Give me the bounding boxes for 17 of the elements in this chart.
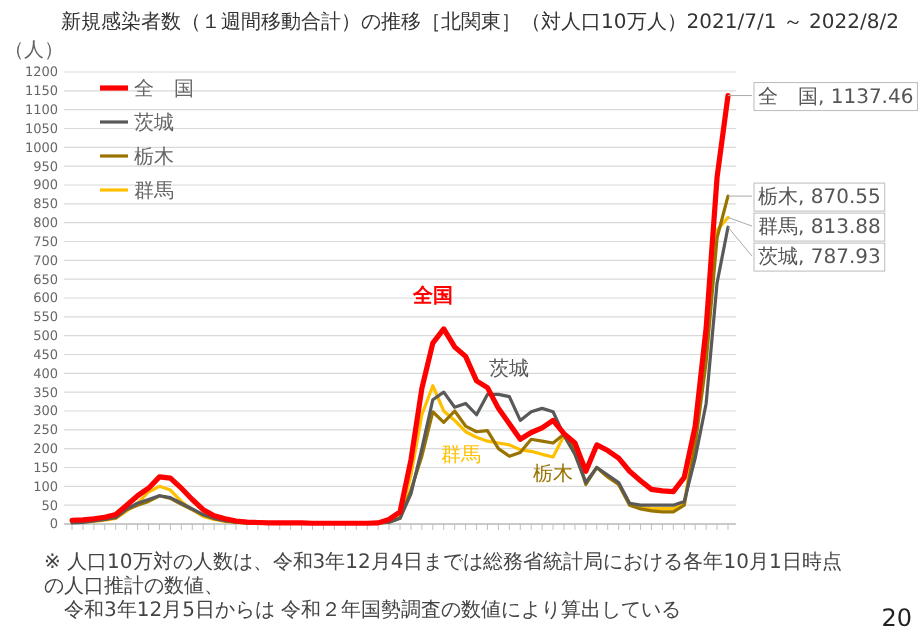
data-label: 茨城, 787.93 — [758, 245, 881, 270]
data-label: 群馬, 813.88 — [758, 215, 881, 240]
legend-label: 栃木 — [134, 145, 174, 169]
annotation: 全国 — [410, 283, 453, 308]
annotation: 栃木 — [533, 461, 574, 486]
text: 20 — [881, 604, 912, 632]
legend-label: 全 国 — [134, 77, 194, 101]
data-label: 全 国, 1137.46 — [758, 84, 914, 109]
text: ※ 人口10万対の人数は、令和3年12月4日までは総務省統計局における各年10月1日時点の人口推計の数値、 — [44, 552, 844, 599]
chart-title: 新規感染者数（１週間移動合計）の推移［北関東］（対人口10万人）2021/7/1 ～ 2022/8/2 — [61, 10, 899, 34]
legend-label: 群馬 — [134, 179, 174, 203]
text: 令和3年12月5日からは 令和２年国勢調査の数値により算出している — [62, 600, 684, 624]
annotation: 茨城 — [489, 357, 530, 382]
annotation: 群馬 — [441, 442, 482, 467]
legend-label: 茨城 — [134, 111, 174, 135]
data-label: 栃木, 870.55 — [758, 185, 881, 210]
y-axis-title: （人） — [4, 40, 64, 62]
